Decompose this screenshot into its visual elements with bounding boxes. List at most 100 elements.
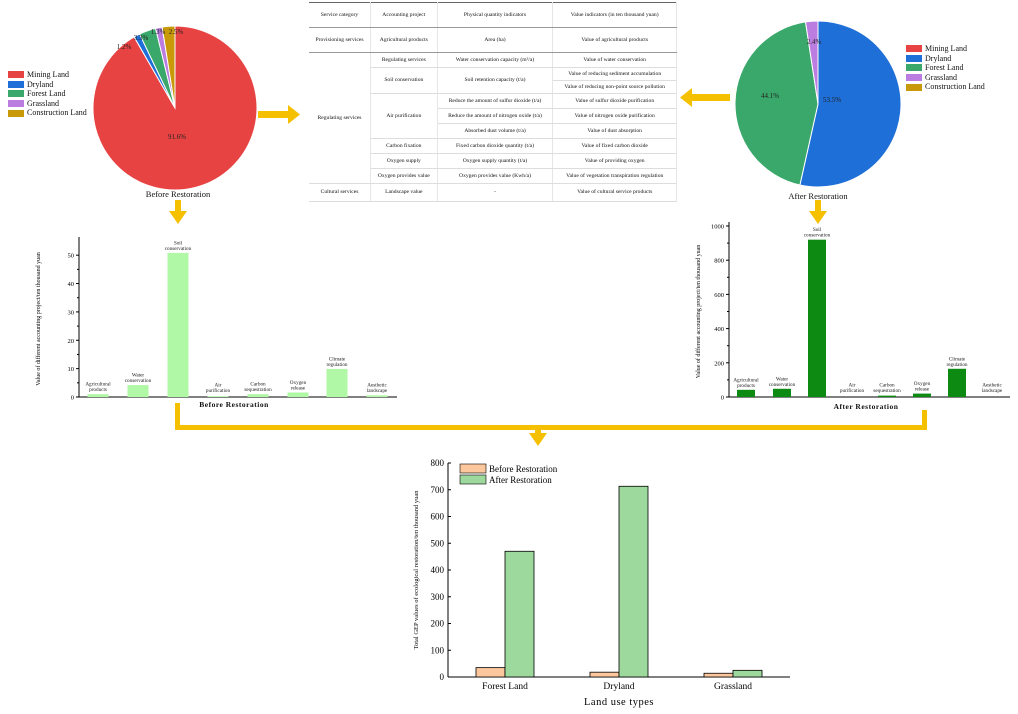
table-cell: Absorbed dust volume (t/a)	[437, 123, 554, 139]
legend-item: Construction Land	[906, 82, 985, 92]
connector-line	[815, 200, 821, 214]
table-cell: Value of agricultural products	[552, 27, 677, 53]
pie-after-title: After Restoration	[788, 191, 848, 201]
x-tick-label: Dryland	[603, 682, 634, 692]
bar-before	[703, 672, 734, 678]
connector-line	[535, 428, 541, 434]
table-cell: Value of fixed carbon dioxide	[552, 138, 677, 154]
legend-item: Forest Land	[8, 89, 87, 99]
bar	[326, 368, 348, 397]
table-cell: Oxygen supply quantity (t/a)	[437, 153, 554, 169]
y-tick-label: 50	[68, 253, 75, 260]
y-axis-label: Value of different accounting project/te…	[35, 252, 42, 386]
table-cell: Value of dust absorption	[552, 123, 677, 139]
bar	[127, 385, 149, 397]
table-cell: Value of sulfur dioxide purification	[552, 93, 677, 109]
table-header: Physical quantity indicators	[437, 2, 554, 28]
table-row: Oxygen supply Oxygen supply quantity (t/…	[309, 153, 677, 169]
table-cell: Oxygen supply	[370, 153, 438, 169]
table-cell: Regulating services	[309, 52, 371, 184]
bar-after-title: After Restoration	[833, 402, 899, 411]
table-cell: Area (ha)	[437, 27, 554, 53]
bar	[948, 368, 966, 397]
pie-slice-grassland	[804, 20, 819, 105]
table-header: Accounting project	[370, 2, 438, 28]
legend-item: Construction Land	[8, 108, 87, 118]
arrow-head-icon	[288, 105, 300, 124]
bar	[773, 388, 791, 397]
table-cell: Value of water conservation	[552, 52, 677, 68]
bar	[207, 396, 229, 397]
bar-category-label: Soil conservation	[804, 227, 831, 238]
table-row: Value of reducing non-point source pollu…	[309, 80, 677, 94]
table-row: Regulating services Regulating services …	[309, 52, 677, 184]
bar	[167, 252, 189, 397]
y-tick-label: 800	[431, 458, 445, 468]
service-indicator-table: Service category Accounting project Phys…	[309, 2, 677, 202]
table-cell: Cultural services	[309, 183, 371, 202]
bar	[737, 389, 755, 397]
bar-after	[504, 550, 535, 678]
bar-category-label: Oxygen release	[290, 380, 307, 391]
legend-label: Mining Land	[925, 44, 967, 53]
legend-swatch	[8, 80, 24, 88]
bar-before	[475, 667, 506, 678]
table-row: Reduce the amount of nitrogen oxide (t/a…	[309, 108, 677, 124]
bar	[247, 394, 269, 397]
table-cell: Reduce the amount of sulfur dioxide (t/a…	[437, 93, 554, 109]
table-row: Absorbed dust volume (t/a) Value of dust…	[309, 123, 677, 139]
pie-value-label: 53.5%	[823, 96, 841, 104]
bar-category-label: Oxygen release	[914, 381, 931, 392]
y-tick-label: 300	[431, 592, 445, 602]
pie-after-legend: Mining Land Dryland Forest Land Grassland Co…	[906, 44, 985, 92]
legend-label: After Restoration	[489, 475, 552, 485]
pie-value-label: 1.2%	[117, 43, 132, 51]
table-cell: -	[437, 183, 554, 202]
connector-line	[258, 111, 288, 118]
y-tick-label: 400	[714, 326, 724, 333]
y-tick-label: 10	[68, 366, 75, 373]
bar-category-label: Climate regulation	[946, 356, 967, 367]
table-cell: Value of providing oxygen	[552, 153, 677, 169]
table-cell: Carbon fixation	[370, 138, 438, 154]
bar-category-label: Air purification	[206, 383, 231, 394]
connector-line	[175, 200, 181, 214]
y-tick-label: 700	[431, 485, 445, 495]
y-tick-label: 200	[431, 619, 445, 629]
y-tick-label: 0	[721, 395, 724, 402]
legend-swatch	[906, 64, 922, 72]
table-cell: Air purification	[370, 93, 438, 139]
table-cell: Value of cultural service products	[552, 183, 677, 202]
legend-label: Forest Land	[925, 63, 964, 73]
bar-category-label: Aesthetic landscape	[982, 383, 1003, 394]
table-cell: Fixed carbon dioxide quantity (t/a)	[437, 138, 554, 154]
table-header: Value indicators (in ten thousand yuan)	[552, 2, 677, 28]
legend-item: Grassland	[906, 73, 985, 83]
table-cell: Agricultural products	[370, 27, 438, 53]
connector-line	[175, 403, 180, 430]
bar	[878, 395, 896, 397]
pie-value-label: 44.1%	[761, 92, 779, 100]
legend-label: Construction Land	[27, 108, 87, 118]
y-tick-label: 400	[431, 565, 445, 575]
y-tick-label: 600	[714, 292, 724, 299]
legend-item: Grassland	[8, 99, 87, 109]
bar	[913, 393, 931, 397]
pie-before-title: Before Restoration	[145, 189, 211, 199]
legend-item: Dryland	[8, 80, 87, 90]
legend-item: Dryland	[906, 54, 985, 64]
table-cell: Soil retention capacity (t/a)	[437, 67, 554, 94]
bar	[87, 394, 109, 397]
connector-line	[922, 410, 927, 430]
table-cell: Landscape value	[370, 183, 438, 202]
y-tick-label: 800	[714, 258, 724, 265]
pie-value-label: 1.3%	[151, 28, 166, 36]
connector-line	[692, 94, 730, 101]
legend-swatch	[906, 54, 922, 62]
pie-before-legend: Mining Land Dryland Forest Land Grassland Co…	[8, 70, 87, 118]
table-cell: Reduce the amount of nitrogen oxide (t/a…	[437, 108, 554, 124]
